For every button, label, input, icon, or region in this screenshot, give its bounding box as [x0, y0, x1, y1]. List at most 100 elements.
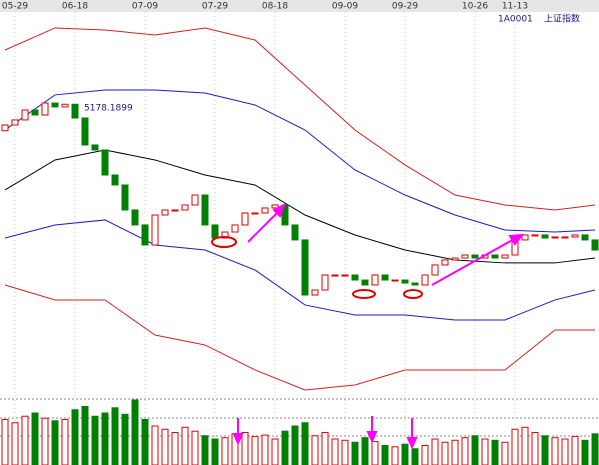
candle: [81, 117, 89, 146]
volume-bar: [321, 432, 329, 465]
marker-ellipse: [211, 236, 237, 248]
candle: [471, 254, 479, 259]
candle: [211, 224, 219, 239]
marker-ellipse: [403, 289, 423, 299]
volume-bar: [381, 445, 389, 465]
candle: [301, 239, 309, 296]
volume-bar: [1, 419, 9, 465]
volume-bar: [471, 435, 479, 465]
candle: [291, 224, 299, 241]
band-line: [4, 27, 596, 211]
candle: [131, 209, 139, 226]
volume-bar: [311, 435, 319, 465]
volume-bar: [301, 422, 309, 465]
candle: [121, 184, 129, 211]
x-tick-label: 09-29: [392, 2, 418, 12]
candle: [531, 234, 539, 237]
volume-bar: [271, 438, 279, 465]
candle: [21, 109, 29, 121]
candle: [141, 224, 149, 246]
candle: [71, 103, 79, 119]
volume-bar: [121, 413, 129, 465]
candle: [361, 279, 369, 286]
volume-bar: [511, 428, 519, 465]
volume-bar: [261, 434, 269, 465]
volume-bar: [31, 412, 39, 465]
volume-bar: [141, 419, 149, 465]
volume-bar: [291, 425, 299, 465]
candle: [231, 224, 239, 233]
band-line: [4, 219, 596, 321]
volume-bar: [51, 420, 59, 465]
candle: [61, 103, 69, 108]
candle: [371, 274, 379, 286]
volume-bar: [201, 435, 209, 465]
x-tick-label: 07-09: [132, 2, 158, 12]
x-tick-label: 05-29: [2, 2, 28, 12]
candle: [501, 254, 509, 259]
candle: [461, 254, 469, 259]
volume-bar: [411, 448, 419, 465]
volume-bar: [571, 435, 579, 465]
candle: [241, 212, 249, 226]
band-line: [4, 89, 596, 233]
volume-bar: [21, 415, 29, 465]
volume-bar: [441, 441, 449, 465]
candle: [351, 274, 359, 281]
candle: [431, 264, 439, 276]
volume-bar: [391, 446, 399, 465]
volume-bar: [361, 437, 369, 465]
candle: [521, 234, 529, 241]
volume-bar: [211, 438, 219, 465]
candle: [411, 282, 419, 286]
volume-bar: [421, 445, 429, 465]
volume-bar: [191, 430, 199, 465]
volume-bar: [61, 419, 69, 465]
candle: [111, 174, 119, 186]
volume-bar: [501, 441, 509, 465]
band-line: [4, 284, 595, 391]
peak-label: 5178.1899: [84, 104, 133, 114]
volume-bar: [131, 399, 139, 465]
candle: [331, 274, 339, 277]
marker-ellipse: [352, 289, 376, 299]
volume-bar: [431, 438, 439, 465]
x-tick-label: 07-29: [202, 2, 228, 12]
arrows: [232, 202, 525, 450]
candle: [421, 274, 429, 286]
candle: [191, 194, 199, 206]
volume-bar: [521, 426, 529, 465]
volume-bar: [251, 435, 259, 465]
date-bar: [0, 0, 599, 12]
candle: [571, 234, 579, 238]
candle: [181, 204, 189, 211]
volume-bar: [531, 432, 539, 465]
x-tick-label: 09-09: [332, 2, 358, 12]
candle: [381, 274, 389, 281]
arrow-head: [366, 431, 378, 444]
candle: [11, 119, 19, 126]
candle: [151, 214, 159, 246]
candle: [161, 209, 169, 216]
candle: [541, 234, 549, 239]
volume-bar: [181, 426, 189, 465]
volume-bar: [371, 441, 379, 465]
volume-bar: [161, 428, 169, 465]
volume-bar: [221, 437, 229, 465]
x-tick-label: 06-18: [62, 2, 88, 12]
volume-bar: [281, 430, 289, 465]
volume-bar: [401, 443, 409, 465]
candle: [251, 212, 259, 215]
candle: [271, 204, 279, 209]
x-tick-label: 10-26: [462, 2, 488, 12]
volume-bar: [561, 438, 569, 465]
annotations: [211, 202, 525, 450]
volume-bar: [331, 438, 339, 465]
volume-bar: [341, 439, 349, 465]
candle: [401, 279, 409, 284]
arrow: [431, 237, 517, 286]
volume-bar: [111, 407, 119, 465]
volume-bar: [71, 409, 79, 465]
candle: [261, 207, 269, 214]
volume-bar: [541, 435, 549, 465]
